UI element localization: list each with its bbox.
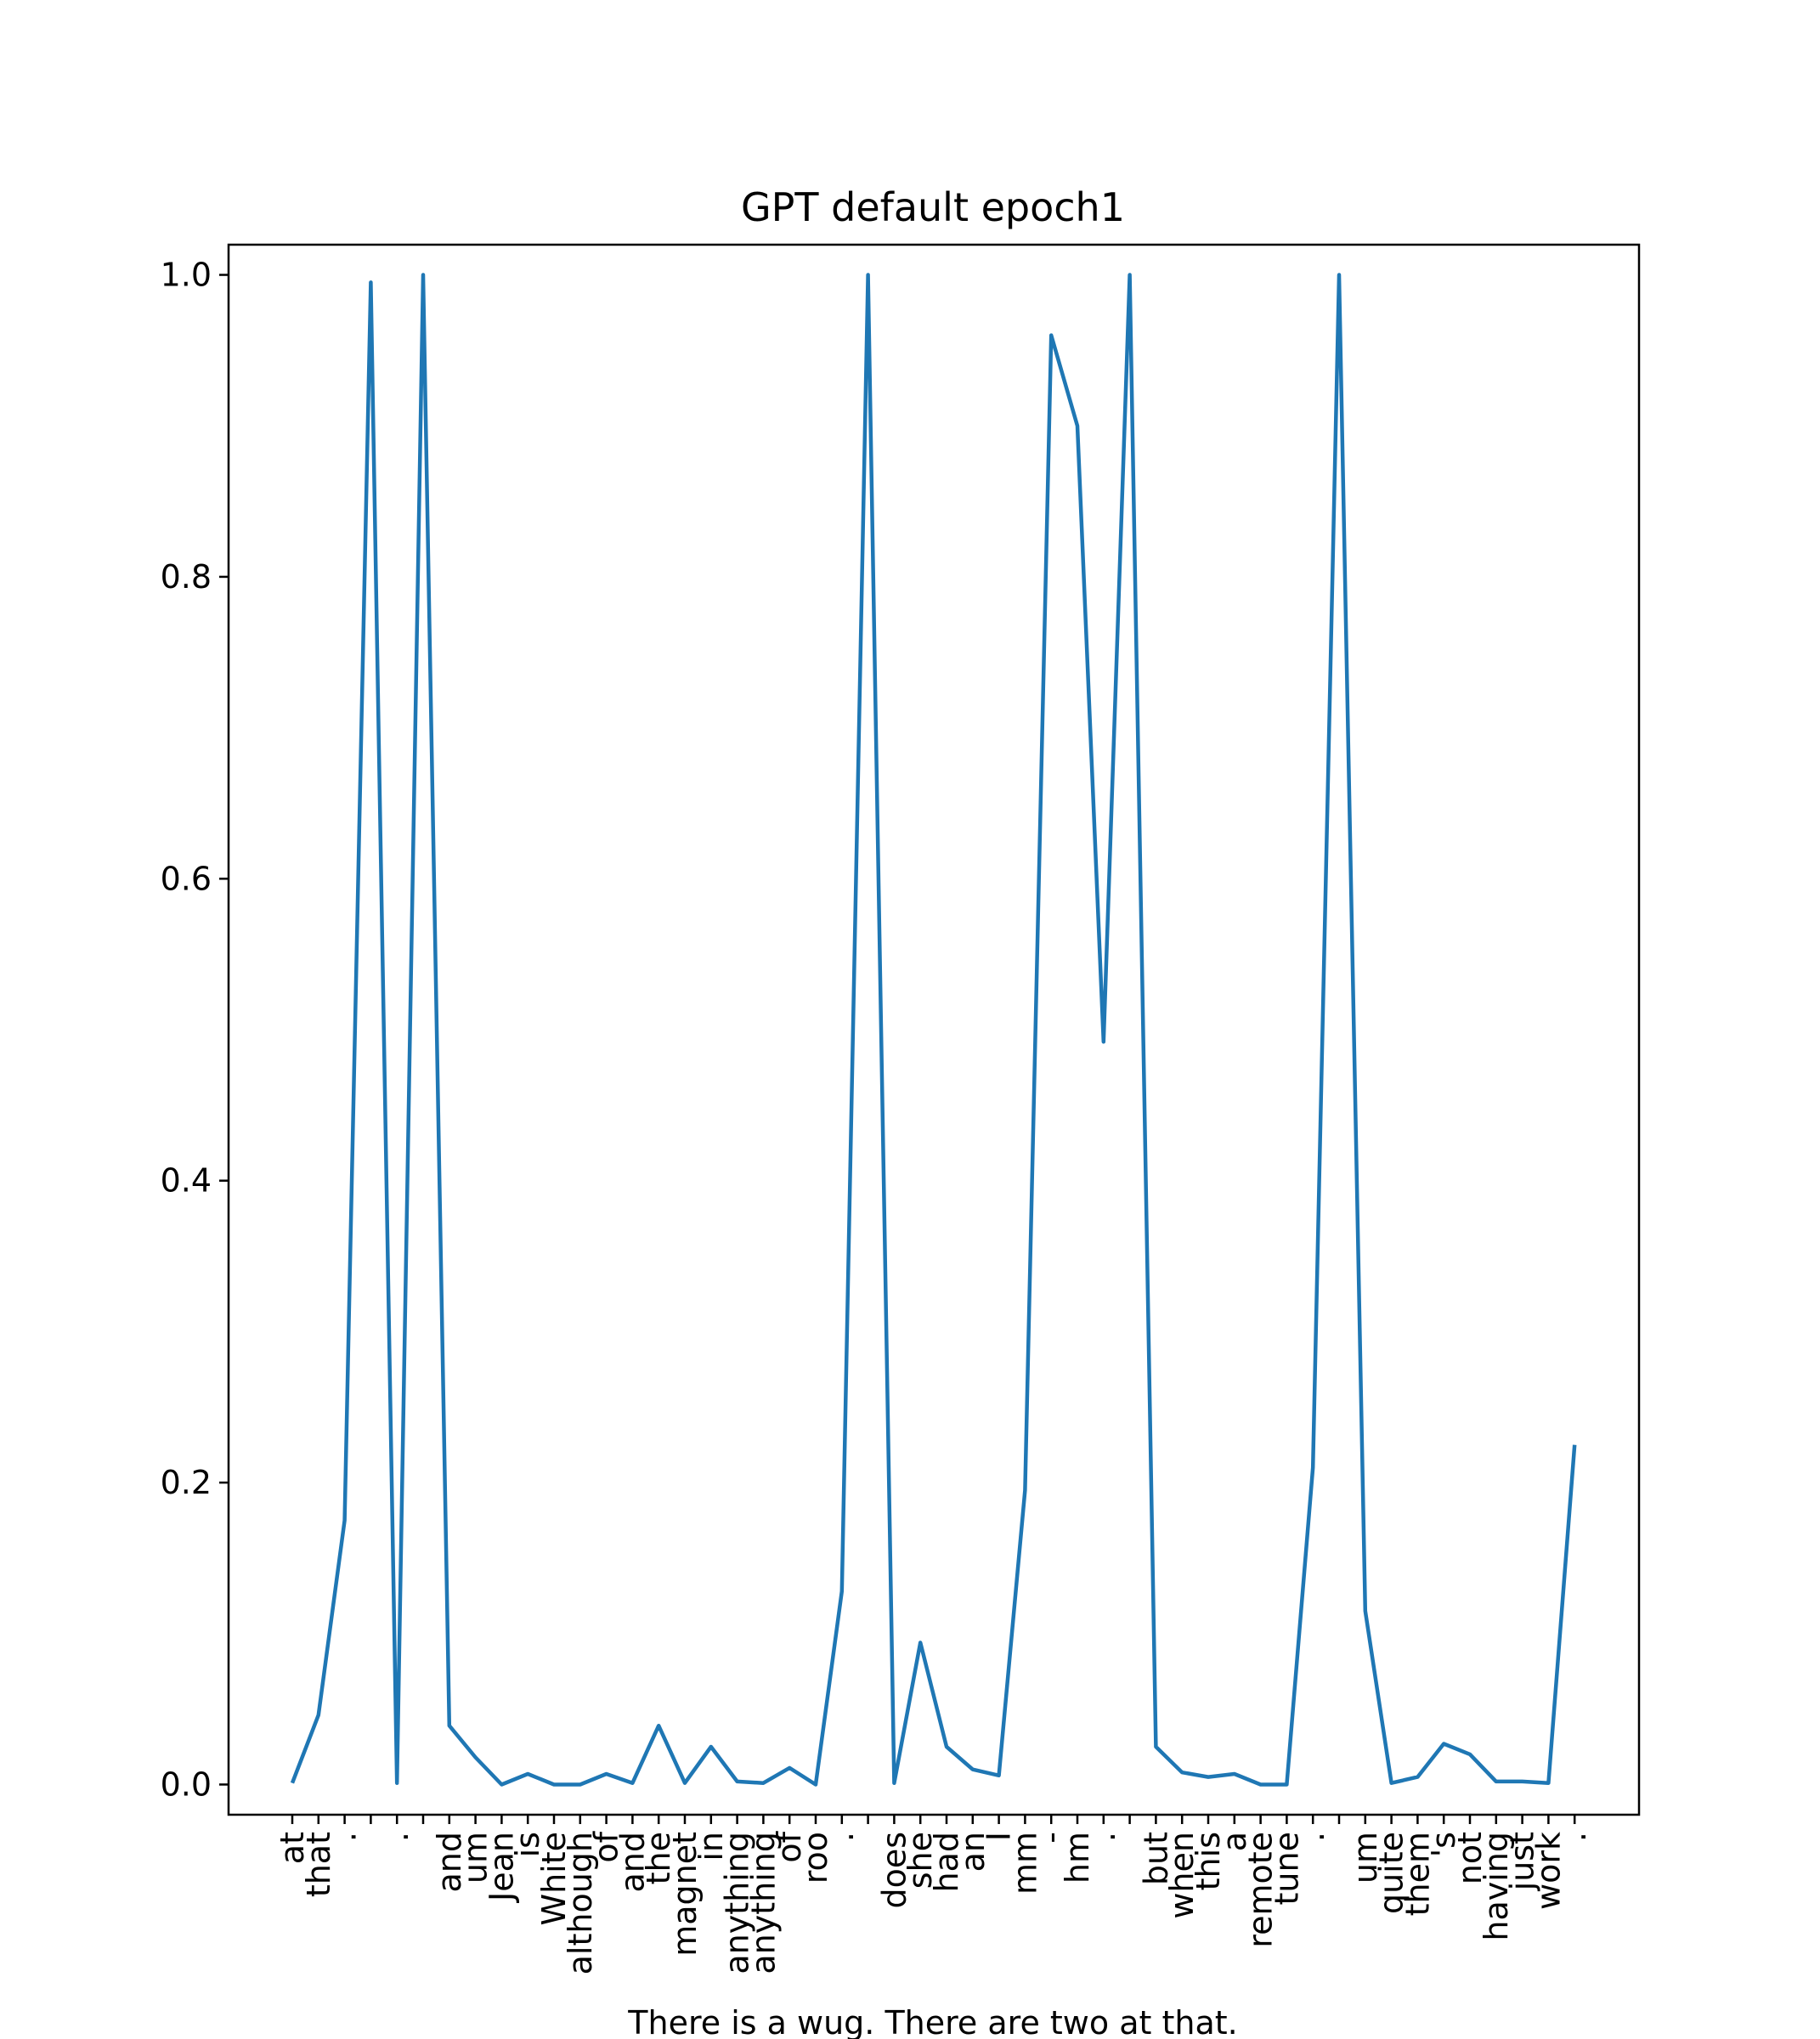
x-tick-label: quite bbox=[1373, 1832, 1410, 1914]
x-tick-label: had bbox=[928, 1832, 965, 1893]
x-tick-label: this bbox=[1190, 1832, 1227, 1890]
x-tick-label: . bbox=[1294, 1832, 1331, 1842]
x-tick-label: she bbox=[902, 1832, 939, 1889]
chart-title: GPT default epoch1 bbox=[741, 184, 1125, 230]
x-tick-label: . bbox=[378, 1832, 415, 1842]
x-tick-label: . bbox=[1556, 1832, 1593, 1842]
x-tick-label: is bbox=[509, 1832, 546, 1857]
x-tick-label: in bbox=[692, 1832, 730, 1861]
x-tick-label: White bbox=[535, 1832, 573, 1926]
x-tick-label: Jean bbox=[483, 1832, 520, 1903]
x-tick-label: I bbox=[981, 1832, 1018, 1841]
x-tick-label: - bbox=[1032, 1832, 1070, 1844]
x-tick-label: magnet bbox=[666, 1832, 704, 1957]
x-tick-label: hm bbox=[1059, 1832, 1096, 1884]
x-axis-label: There is a wug. There are two at that. bbox=[627, 2004, 1237, 2039]
axes-frame bbox=[227, 243, 1641, 1816]
series-line bbox=[290, 273, 1577, 1787]
x-tick-label: remote bbox=[1242, 1832, 1280, 1948]
x-tick-label: 's bbox=[1425, 1832, 1462, 1857]
x-tick-label: that bbox=[300, 1832, 337, 1897]
x-tick-label: them bbox=[1399, 1832, 1436, 1916]
x-tick-label: um bbox=[1347, 1832, 1384, 1884]
x-tick-label: mm bbox=[1006, 1832, 1043, 1895]
x-tick-label: . bbox=[823, 1832, 861, 1842]
x-tick-label: anything bbox=[719, 1832, 756, 1974]
x-tick-label: and bbox=[613, 1832, 651, 1893]
x-tick-label: but bbox=[1137, 1832, 1174, 1885]
x-tick-label: . bbox=[1085, 1832, 1122, 1842]
x-tick-label: and bbox=[431, 1832, 468, 1893]
x-tick-label: um bbox=[457, 1832, 495, 1884]
x-tick-label: an bbox=[954, 1832, 992, 1872]
y-tick-label: 0.8 bbox=[161, 558, 212, 596]
x-tick-label: not bbox=[1451, 1832, 1489, 1884]
y-tick-label: 0.6 bbox=[161, 860, 212, 897]
y-tick-label: 0.0 bbox=[161, 1765, 212, 1803]
x-tick-label: although bbox=[562, 1832, 599, 1974]
x-tick-label: when bbox=[1163, 1832, 1201, 1919]
x-tick-label: work bbox=[1529, 1832, 1567, 1910]
x-tick-label: a bbox=[1216, 1832, 1253, 1851]
x-tick-label: at bbox=[274, 1832, 311, 1864]
y-tick-label: 0.2 bbox=[161, 1464, 212, 1501]
x-tick-label: . bbox=[326, 1832, 364, 1842]
x-tick-label: just bbox=[1504, 1832, 1541, 1891]
x-tick-label: the bbox=[640, 1832, 677, 1884]
x-tick-label: tune bbox=[1268, 1832, 1305, 1905]
x-tick-label: anything bbox=[744, 1832, 782, 1974]
x-tick-label: of bbox=[771, 1830, 808, 1862]
x-tick-label: roo bbox=[797, 1832, 834, 1884]
y-tick-label: 0.4 bbox=[161, 1162, 212, 1200]
x-tick-label: of bbox=[588, 1830, 625, 1862]
x-tick-label: having bbox=[1478, 1832, 1515, 1941]
x-tick-label: does bbox=[875, 1832, 913, 1909]
y-tick-label: 1.0 bbox=[161, 257, 212, 294]
